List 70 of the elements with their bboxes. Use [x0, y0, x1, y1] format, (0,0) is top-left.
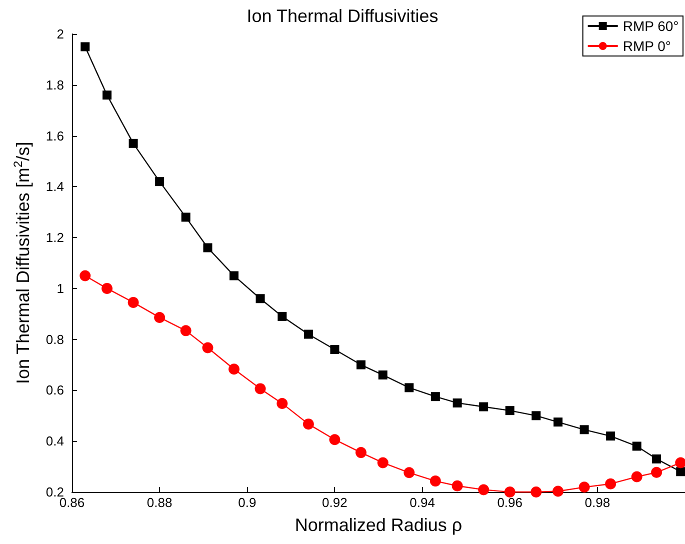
point: [378, 370, 388, 380]
x-axis-title: Normalized Radius ρ: [294, 515, 462, 535]
x-tick-label: 0.92: [322, 495, 348, 510]
point: [479, 402, 488, 412]
point: [128, 138, 138, 148]
point: [256, 294, 265, 304]
point: [155, 177, 164, 186]
point: [302, 418, 314, 430]
point: [452, 398, 462, 408]
point: [377, 457, 388, 468]
y-tick-label: 1.6: [46, 128, 64, 144]
point: [632, 442, 642, 451]
point: [606, 432, 616, 441]
point: [356, 360, 366, 370]
point: [452, 480, 463, 492]
point: [631, 471, 642, 482]
point: [329, 434, 340, 446]
point: [80, 42, 90, 52]
y-tick-label: 1.2: [46, 230, 64, 246]
point: [530, 486, 542, 498]
point: [230, 271, 239, 280]
y-tick-label: 2: [56, 26, 64, 42]
y-tick-label: 0.6: [46, 382, 64, 398]
y-tick-label: 1: [56, 280, 64, 296]
point: [404, 467, 415, 478]
y-tick-label: 0.4: [46, 434, 64, 449]
point: [676, 467, 685, 476]
point: [478, 484, 490, 496]
point: [330, 345, 340, 354]
point: [552, 486, 564, 497]
x-tick-label: 0.96: [497, 495, 523, 510]
x-tick-label: 0.94: [410, 495, 435, 510]
point: [675, 457, 685, 468]
chart-title: Ion Thermal Diffusivities: [246, 6, 438, 26]
point: [80, 270, 91, 282]
point: [102, 282, 113, 294]
point: [276, 398, 288, 409]
point: [404, 383, 414, 392]
point: [254, 383, 266, 394]
point: [580, 425, 589, 434]
point: [504, 486, 516, 498]
point: [605, 478, 616, 490]
point: [430, 392, 440, 402]
point: [202, 342, 214, 354]
y-axis-title: Ion Thermal Diffusivities [m2/s]: [11, 142, 33, 384]
x-tick-label: 0.98: [584, 495, 610, 510]
point: [554, 418, 563, 427]
legend-label: RMP 0°: [622, 38, 671, 54]
point: [505, 406, 514, 416]
point: [228, 364, 240, 375]
point: [278, 312, 287, 321]
point: [102, 90, 112, 100]
point: [430, 476, 441, 487]
point: [652, 454, 662, 464]
point: [181, 212, 190, 222]
point: [203, 243, 212, 252]
y-tick-label: 0.8: [46, 332, 64, 347]
point: [578, 482, 590, 493]
point: [154, 312, 166, 323]
legend-label: RMP 60°: [622, 18, 679, 34]
point: [128, 296, 139, 308]
y-tick-label: 1.4: [46, 179, 64, 194]
x-tick-label: 0.9: [238, 495, 256, 510]
point: [532, 411, 541, 420]
point: [355, 447, 366, 458]
point: [651, 466, 662, 478]
point: [180, 325, 192, 336]
y-tick-label: 1.8: [46, 77, 64, 92]
point: [304, 330, 313, 339]
x-tick-label: 0.88: [146, 495, 172, 510]
